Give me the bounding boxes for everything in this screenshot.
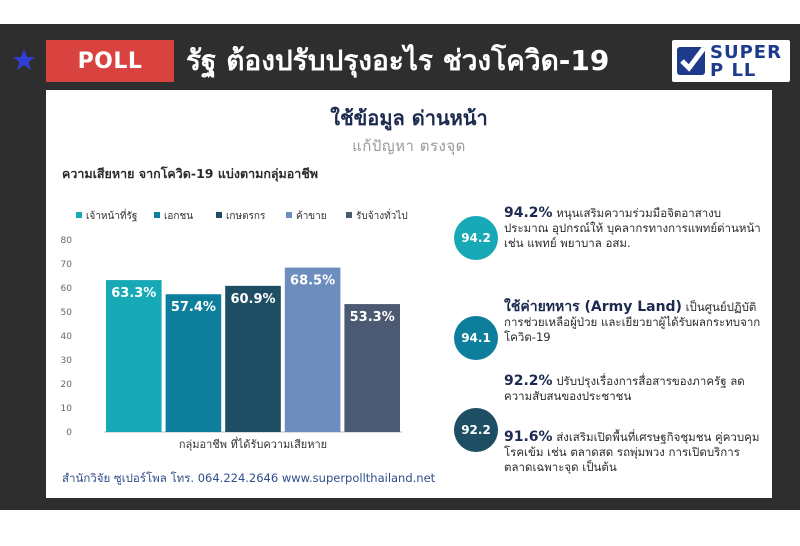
legend-label: รับจ้างทั่วไป [356,208,408,222]
y-tick-label: 10 [61,404,73,414]
bar [284,267,341,432]
stat-percent: 92.2% [504,373,553,389]
bar [225,285,281,432]
star-icon [13,49,35,70]
legend-swatch [76,212,82,218]
superpoll-logo: SUPER P LL [672,40,790,82]
y-tick-label: 30 [61,356,73,366]
stat-item-2: 94.1 ใช้ค่ายทหาร (Army Land) เป็นศูนย์ปฏ… [454,300,764,360]
legend-swatch [286,212,292,218]
bar [344,304,400,432]
stat-description: หนุนเสริมความร่วมมือจิตอาสางบประมาณ อุปก… [504,206,761,250]
stat-description-2: ส่งเสริมเปิดพื้นที่เศรษฐกิจชุมชน คู่ควบค… [504,430,760,474]
bar-data-label: 60.9% [230,292,275,307]
legend-swatch [154,212,160,218]
legend-swatch [346,212,352,218]
stat-description: เป็นศูนย์ปฏิบัติการช่วยเหลือผู้ป่วย และเ… [504,300,761,344]
legend-swatch [216,212,222,218]
headline: รัฐ ต้องปรับปรุงอะไร ช่วงโควิด-19 [186,44,610,77]
bar-chart: เจ้าหน้าที่รัฐ เอกชน เกษตรกร ค้าขาย รับจ้างท… [61,208,408,451]
content-panel: ใช้ข้อมูล ด่านหน้า แก้ปัญหา ตรงจุด ความเ… [46,90,772,498]
stat-highlight: ใช้ค่ายทหาร (Army Land) [504,299,682,315]
check-icon [677,46,706,75]
bar-data-label: 53.3% [350,310,395,325]
poll-badge: POLL [46,40,174,82]
panel-subtitle: แก้ปัญหา ตรงจุด [352,137,466,155]
y-tick-label: 0 [66,428,72,438]
legend-label: เกษตรกร [226,211,266,222]
legend-label: ค้าขาย [296,210,327,222]
stat-text: ใช้ค่ายทหาร (Army Land) เป็นศูนย์ปฏิบัติ… [504,300,764,345]
y-tick-label: 70 [61,260,73,270]
bar-data-label: 63.3% [111,286,156,301]
legend-label: เอกชน [164,211,193,222]
bar-data-label: 57.4% [171,300,216,315]
stat-item-3: 92.2 92.2% ปรับปรุงเรื่องการสื่อสารของภา… [454,374,764,474]
y-tick-label: 80 [61,236,73,246]
stat-text: 94.2% หนุนเสริมความร่วมมือจิตอาสางบประมา… [504,206,764,251]
source-line: สำนักวิจัย ซูเปอร์โพล โทร. 064.224.2646 … [62,471,436,485]
stat-percent-2: 91.6% [504,429,553,445]
y-tick-label: 60 [61,284,73,294]
logo-text-super: SUPER [710,42,782,63]
bar-data-label: 68.5% [290,274,335,289]
y-tick-label: 20 [61,380,73,390]
logo-text-poll: P LL [710,60,757,81]
stat-badge: 94.2 [454,216,498,260]
chart-title: ความเสียหาย จากโควิด-19 แบ่งตามกลุ่มอาชี… [62,166,319,181]
stat-description: ปรับปรุงเรื่องการสื่อสารของภาครัฐ ลดความ… [504,374,745,403]
stat-badge: 94.1 [454,316,498,360]
bar [165,294,222,432]
stat-percent: 94.2% [504,205,553,221]
bar [106,280,162,432]
x-axis-label: กลุ่มอาชีพ ที่ได้รับความเสียหาย [179,436,327,451]
stat-item-1: 94.2 94.2% หนุนเสริมความร่วมมือจิตอาสางบ… [454,206,764,266]
stat-text: 92.2% ปรับปรุงเรื่องการสื่อสารของภาครัฐ … [504,374,764,404]
y-tick-label: 50 [61,308,73,318]
legend-label: เจ้าหน้าที่รัฐ [86,208,137,222]
y-tick-label: 40 [61,332,73,342]
stat-badge: 92.2 [454,408,498,452]
panel-title: ใช้ข้อมูล ด่านหน้า [330,106,488,130]
stat-text-2: 91.6% ส่งเสริมเปิดพื้นที่เศรษฐกิจชุมชน ค… [504,430,764,475]
